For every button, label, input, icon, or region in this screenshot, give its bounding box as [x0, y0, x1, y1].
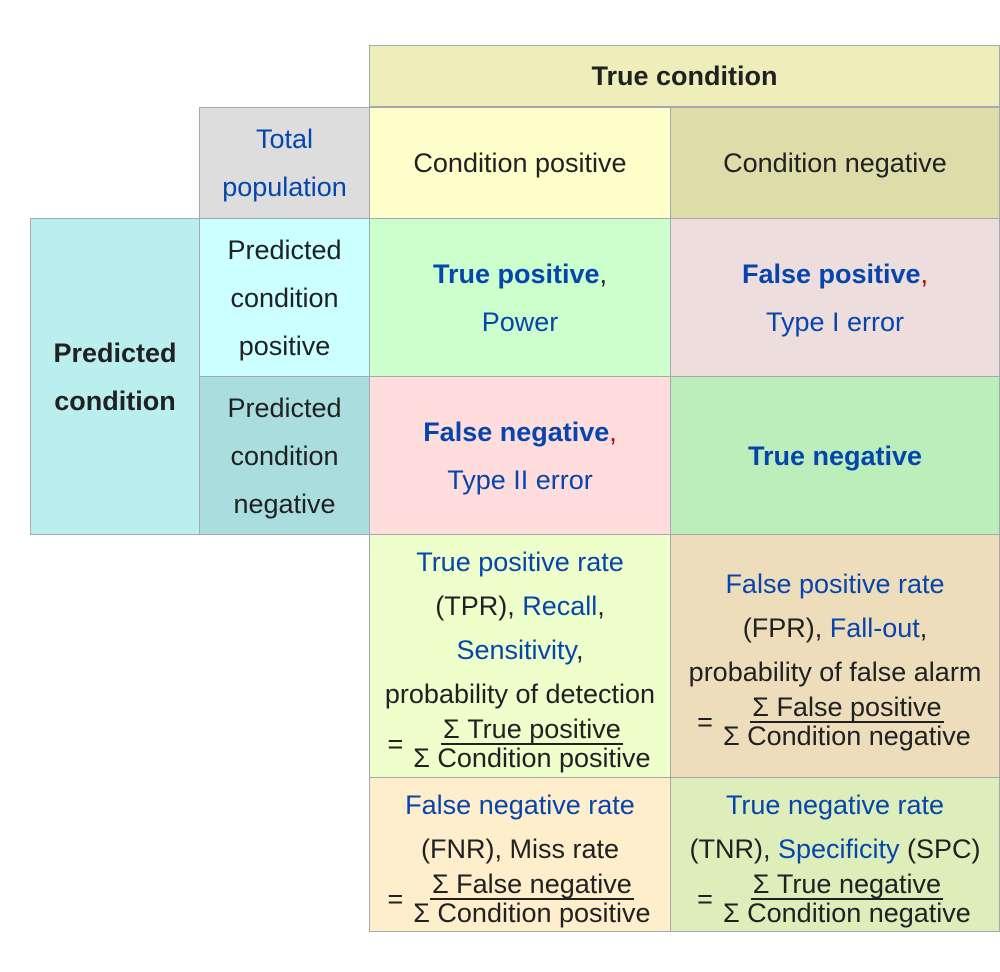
tnr-abbr: (TNR), — [689, 833, 778, 864]
tpr-formula: = Σ True positive Σ Condition positive — [387, 716, 652, 772]
true-condition-header: True condition — [369, 45, 1000, 107]
condition-negative-header: Condition negative — [670, 107, 1000, 219]
false-positive-cell: False positive, Type I error — [670, 218, 1000, 377]
fnr-cell: False negative rate (FNR), Miss rate = Σ… — [369, 777, 671, 932]
tpr-sensitivity-row: Sensitivity, — [456, 628, 583, 672]
predicted-positive-line3: positive — [238, 330, 331, 361]
tpr-desc: probability of detection — [384, 679, 656, 709]
fpr-equals: = — [697, 707, 713, 737]
tnr-suffix: (SPC) — [899, 833, 981, 864]
fpr-abbr-row: (FPR), Fall-out, — [743, 606, 928, 650]
tpr-fraction: Σ True positive Σ Condition positive — [411, 716, 652, 772]
tnr-fraction: Σ True negative Σ Condition negative — [721, 868, 973, 928]
false-negative-link[interactable]: False negative — [423, 416, 610, 447]
tpr-denominator: Σ Condition positive — [413, 743, 651, 773]
true-positive-term-row: True positive, — [433, 250, 607, 298]
true-condition-label: True condition — [591, 61, 778, 91]
false-negative-term-row: False negative, — [423, 408, 617, 456]
true-positive-sep: , — [599, 258, 608, 289]
fpr-comma: , — [919, 613, 928, 643]
predicted-condition-line1: Predicted — [53, 337, 177, 368]
type-i-error-link[interactable]: Type I error — [765, 306, 905, 337]
false-positive-link[interactable]: False positive — [741, 258, 921, 289]
type-ii-error-link[interactable]: Type II error — [447, 464, 593, 495]
tpr-numerator: Σ True positive — [441, 714, 623, 745]
predicted-negative-line1: Predicted — [227, 392, 342, 423]
predicted-positive-header: Predicted condition positive — [199, 218, 370, 377]
fpr-fraction: Σ False positive Σ Condition negative — [721, 694, 973, 750]
tpr-cell: True positive rate (TPR), Recall, Sensit… — [369, 534, 671, 778]
predicted-negative-header: Predicted condition negative — [199, 376, 370, 535]
fnr-title-link[interactable]: False negative rate — [405, 789, 635, 820]
fnr-formula: = Σ False negative Σ Condition positive — [387, 868, 652, 928]
tnr-denominator: Σ Condition negative — [722, 897, 971, 928]
tnr-abbr-row: (TNR), Specificity (SPC) — [689, 827, 980, 871]
tnr-formula: = Σ True negative Σ Condition negative — [697, 868, 973, 928]
tpr-title-link[interactable]: True positive rate — [416, 547, 624, 577]
true-positive-link[interactable]: True positive — [432, 258, 600, 289]
recall-link[interactable]: Recall — [522, 591, 598, 621]
condition-positive-header: Condition positive — [369, 107, 671, 219]
fnr-equals: = — [387, 883, 404, 914]
tpr-comma1: , — [597, 591, 605, 621]
fpr-abbr: (FPR), — [742, 613, 830, 643]
fpr-numerator: Σ False positive — [750, 692, 944, 723]
fpr-desc: probability of false alarm — [688, 657, 982, 687]
condition-negative-label: Condition negative — [723, 148, 947, 178]
tnr-title-link[interactable]: True negative rate — [725, 789, 945, 820]
tpr-abbr-row: (TPR), Recall, — [435, 584, 605, 628]
false-positive-term-row: False positive, — [742, 250, 928, 298]
predicted-condition-line2: condition — [54, 385, 176, 416]
total-population-cell[interactable]: Total population — [199, 107, 370, 219]
fpr-formula: = Σ False positive Σ Condition negative — [697, 694, 973, 750]
fnr-fraction: Σ False negative Σ Condition positive — [411, 868, 652, 928]
tnr-equals: = — [697, 883, 713, 914]
power-link[interactable]: Power — [481, 306, 559, 337]
false-negative-sep: , — [609, 416, 617, 447]
fpr-cell: False positive rate (FPR), Fall-out, pro… — [670, 534, 1000, 778]
total-population-link-line1[interactable]: Total — [255, 124, 314, 154]
predicted-negative-line2: condition — [230, 440, 339, 471]
predicted-negative-line3: negative — [233, 488, 336, 519]
fpr-title-link[interactable]: False positive rate — [725, 569, 945, 599]
sensitivity-link[interactable]: Sensitivity — [456, 635, 577, 665]
fnr-desc: (FNR), Miss rate — [421, 833, 619, 864]
predicted-condition-header: Predicted condition — [30, 218, 200, 535]
tnr-cell: True negative rate (TNR), Specificity (S… — [670, 777, 1000, 932]
predicted-positive-line2: condition — [230, 282, 339, 313]
fall-out-link[interactable]: Fall-out — [829, 613, 920, 643]
tnr-numerator: Σ True negative — [750, 868, 944, 900]
false-negative-cell: False negative, Type II error — [369, 376, 671, 535]
tpr-equals: = — [387, 729, 404, 759]
true-positive-cell: True positive, Power — [369, 218, 671, 377]
tpr-comma2: , — [576, 635, 584, 665]
total-population-link-line2[interactable]: population — [222, 172, 347, 202]
specificity-link[interactable]: Specificity — [777, 833, 900, 864]
predicted-positive-line1: Predicted — [227, 234, 342, 265]
true-negative-cell: True negative — [670, 376, 1000, 535]
false-positive-sep: , — [920, 258, 929, 289]
tpr-abbr: (TPR), — [435, 591, 523, 621]
fnr-denominator: Σ Condition positive — [413, 897, 651, 928]
true-negative-link[interactable]: True negative — [747, 440, 923, 471]
condition-positive-label: Condition positive — [413, 148, 627, 178]
fnr-numerator: Σ False negative — [429, 868, 634, 900]
fpr-denominator: Σ Condition negative — [722, 721, 971, 751]
